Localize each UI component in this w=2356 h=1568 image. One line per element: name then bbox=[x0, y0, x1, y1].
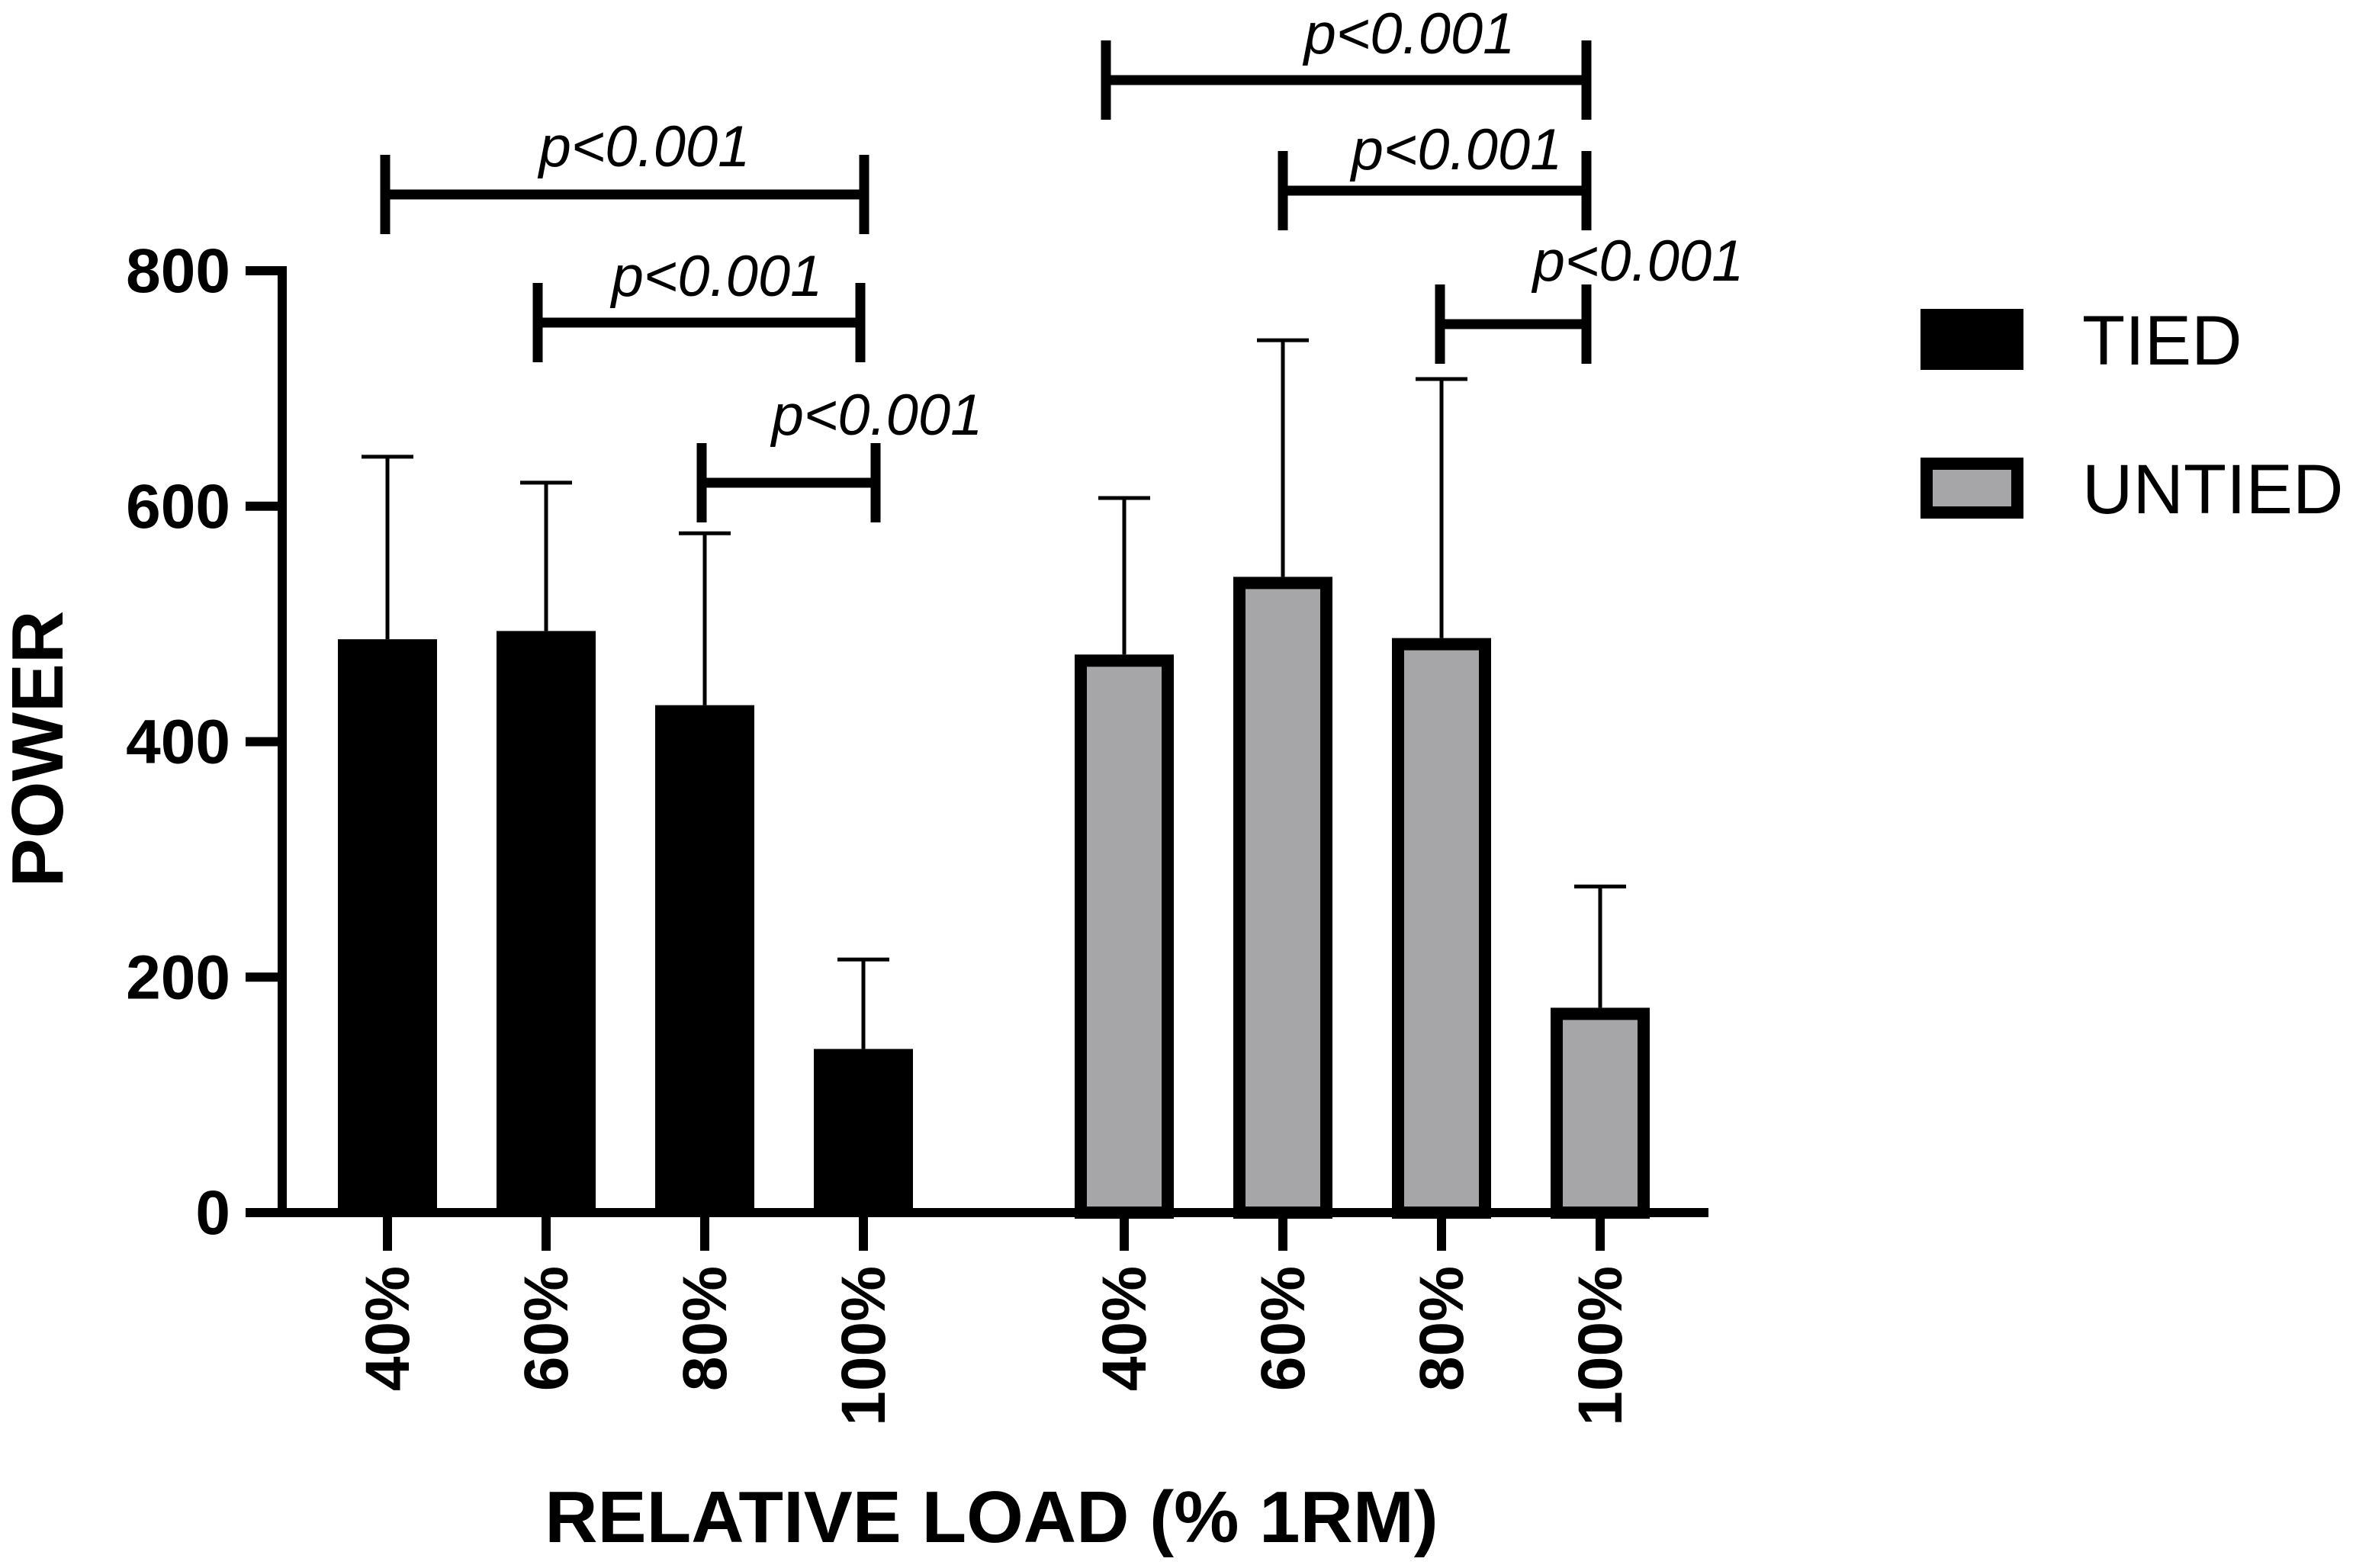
x-tick-label: 40% bbox=[1090, 1266, 1159, 1391]
bar-untied bbox=[1075, 654, 1174, 1219]
legend-swatch-untied bbox=[1920, 458, 2023, 519]
bar-tied bbox=[814, 1049, 913, 1213]
bar-untied bbox=[1233, 577, 1332, 1219]
legend: TIED UNTIED bbox=[1920, 302, 2343, 529]
bar-tied bbox=[655, 705, 754, 1213]
y-tick-label: 800 bbox=[126, 236, 230, 306]
legend-label-untied: UNTIED bbox=[2082, 451, 2343, 529]
y-tick-label: 600 bbox=[126, 472, 230, 541]
y-tick-label: 200 bbox=[126, 943, 230, 1012]
x-tick-label: 100% bbox=[829, 1266, 898, 1426]
significance-brackets: p<0.001 p<0.001 p<0.001 p<0.001 p<0.001 p<0.0… bbox=[380, 2, 1744, 522]
x-tick-label: 80% bbox=[670, 1266, 740, 1391]
y-tick-label: 0 bbox=[195, 1178, 230, 1248]
y-axis-title: POWER bbox=[0, 611, 79, 888]
x-axis-title: RELATIVE LOAD (% 1RM) bbox=[545, 1476, 1438, 1558]
bar-tied bbox=[338, 639, 437, 1213]
x-tick-label: 100% bbox=[1566, 1266, 1635, 1426]
significance-label: p<0.001 bbox=[770, 383, 983, 448]
bar-untied bbox=[1392, 638, 1491, 1219]
x-tick-label: 60% bbox=[512, 1266, 581, 1391]
bar-untied bbox=[1551, 1007, 1650, 1219]
axes: 0 200 400 600 800 40% 60% 80% 100% 40% 60% 80% 100% bbox=[126, 236, 1708, 1426]
significance-label: p<0.001 bbox=[538, 114, 751, 179]
bars bbox=[338, 338, 1650, 1219]
significance-label: p<0.001 bbox=[1350, 117, 1563, 182]
x-tick-label: 80% bbox=[1407, 1266, 1477, 1391]
x-tick-label: 40% bbox=[353, 1266, 423, 1391]
y-tick-label: 400 bbox=[126, 708, 230, 777]
bar-tied bbox=[497, 631, 596, 1213]
significance-label: p<0.001 bbox=[610, 244, 823, 309]
legend-swatch-tied bbox=[1920, 309, 2023, 370]
significance-label: p<0.001 bbox=[1303, 2, 1515, 66]
x-tick-label: 60% bbox=[1249, 1266, 1318, 1391]
legend-label-tied: TIED bbox=[2082, 302, 2242, 380]
significance-label: p<0.001 bbox=[1532, 229, 1744, 294]
